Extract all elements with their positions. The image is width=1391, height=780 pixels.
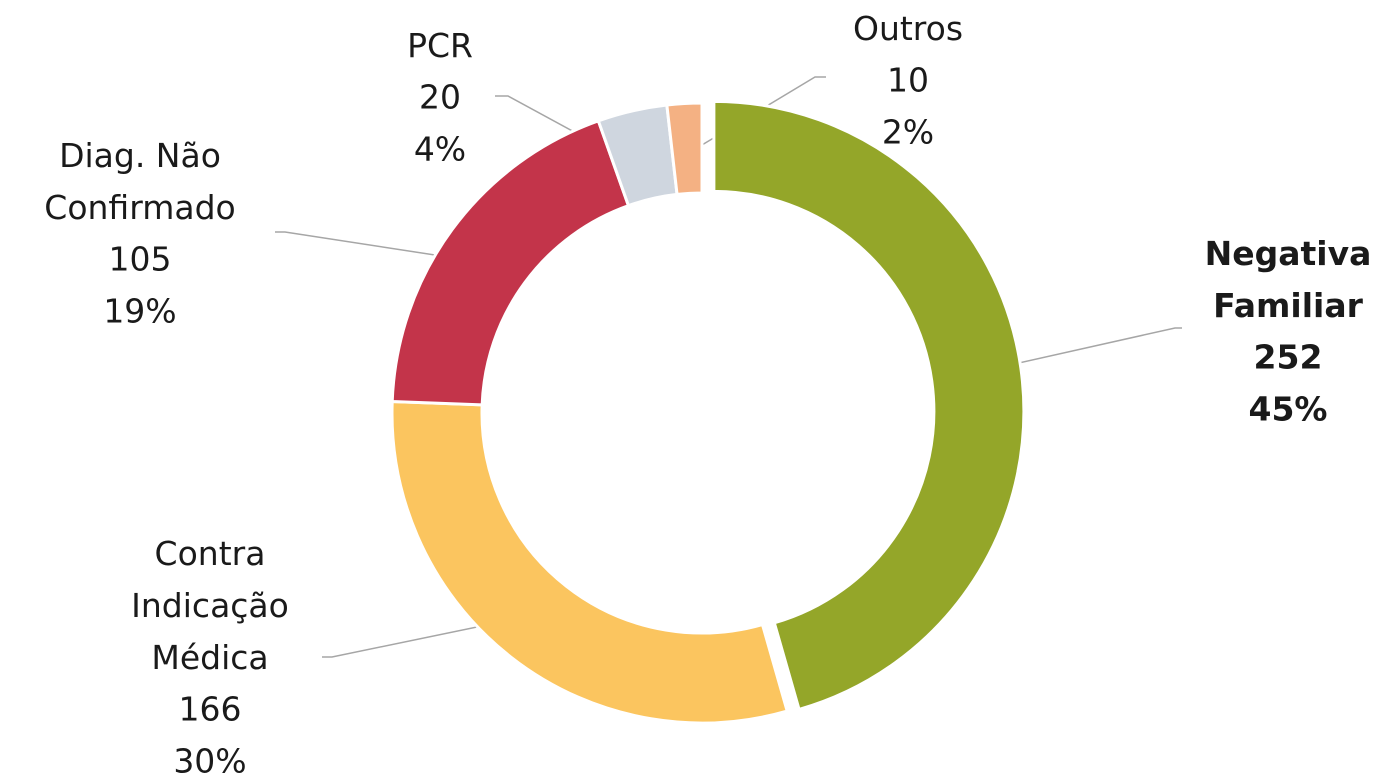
category-label: Negativa Familiar	[1205, 234, 1372, 325]
category-line: Confirmado	[44, 188, 235, 227]
leader-line	[964, 327, 1182, 376]
category-line: Médica	[151, 638, 268, 677]
percent-label: 45%	[1249, 390, 1328, 429]
donut-slice	[665, 101, 704, 197]
value-label: 10	[887, 61, 929, 100]
percent-label: 19%	[103, 292, 176, 331]
donut-slice	[712, 99, 1026, 712]
value-label: 105	[109, 240, 172, 279]
percent-label: 4%	[414, 130, 466, 169]
value-label: 20	[419, 78, 461, 117]
category-line: Outros	[853, 9, 963, 48]
category-label: Contra Indicação Médica	[131, 534, 289, 677]
percent-label: 2%	[882, 113, 934, 152]
category-line: Negativa	[1205, 234, 1372, 273]
value-label: 166	[179, 690, 242, 729]
category-line: Contra	[155, 534, 266, 573]
donut-slice	[390, 400, 790, 725]
category-label: Outros	[853, 9, 963, 48]
category-line: PCR	[407, 26, 473, 65]
category-label: PCR	[407, 26, 473, 65]
leader-line	[322, 614, 536, 658]
leader-line	[275, 231, 488, 264]
category-label: Diag. Não Confirmado	[44, 136, 235, 227]
percent-label: 30%	[173, 742, 246, 780]
category-line: Diag. Não	[59, 136, 221, 175]
category-line: Indicação	[131, 586, 289, 625]
category-line: Familiar	[1213, 286, 1363, 325]
value-label: 252	[1254, 338, 1323, 377]
